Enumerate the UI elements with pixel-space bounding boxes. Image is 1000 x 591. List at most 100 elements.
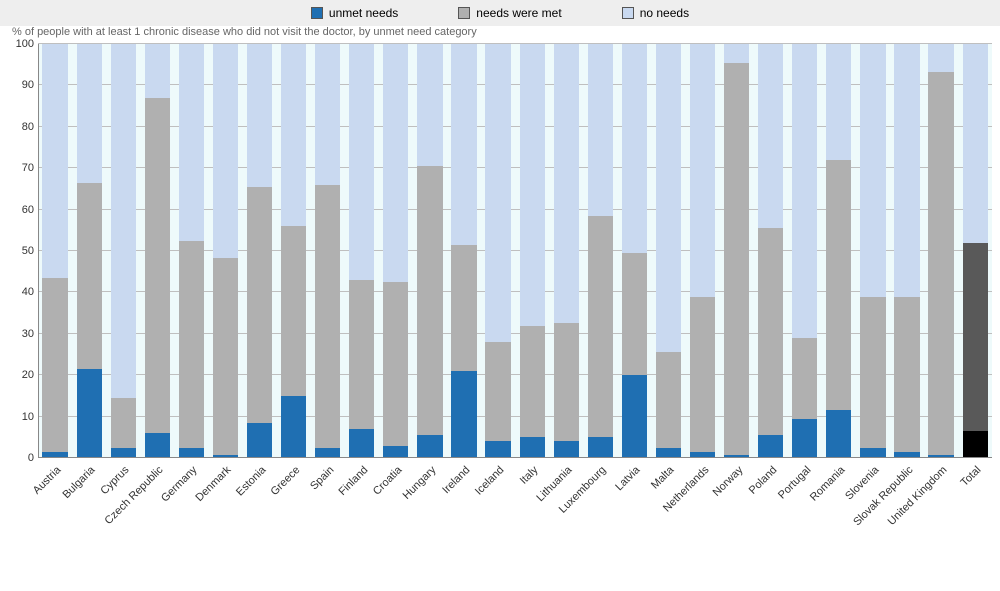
x-label: Malta <box>649 464 677 492</box>
x-label-slot: Malta <box>651 458 685 459</box>
y-tick: 40 <box>22 286 34 298</box>
bar-slot <box>106 44 140 458</box>
bar-segment-met <box>656 352 681 447</box>
bar-segment-noneeds <box>485 44 510 342</box>
bar <box>315 44 340 458</box>
x-label-slot: Latvia <box>617 458 651 459</box>
bar <box>213 44 238 458</box>
bar-segment-met <box>860 297 885 448</box>
bar-segment-unmet <box>963 431 988 458</box>
x-label-slot: Total <box>958 458 992 459</box>
x-label: Poland <box>746 464 779 497</box>
legend-item-unmet: unmet needs <box>311 6 398 20</box>
legend-item-met: needs were met <box>458 6 561 20</box>
bar <box>928 44 953 458</box>
bar-segment-met <box>383 282 408 446</box>
bar-slot <box>958 44 992 458</box>
bar <box>383 44 408 458</box>
bar-slot <box>311 44 345 458</box>
x-label: Germany <box>159 464 199 504</box>
bar <box>690 44 715 458</box>
bar-segment-noneeds <box>520 44 545 326</box>
x-label: Estonia <box>234 464 268 498</box>
bar-slot <box>890 44 924 458</box>
bar-slot <box>515 44 549 458</box>
bar-segment-noneeds <box>963 44 988 243</box>
x-label-slot: Greece <box>277 458 311 459</box>
bar-slot <box>481 44 515 458</box>
bar-slot <box>720 44 754 458</box>
bar-segment-noneeds <box>77 44 102 183</box>
bar-slot <box>38 44 72 458</box>
bar-segment-unmet <box>451 371 476 458</box>
bar-segment-noneeds <box>622 44 647 253</box>
legend: unmet needsneeds were metno needs <box>0 0 1000 26</box>
bar-segment-noneeds <box>145 44 170 98</box>
bar-slot <box>822 44 856 458</box>
x-label: Bulgaria <box>61 464 98 501</box>
bar-segment-noneeds <box>383 44 408 282</box>
bar-segment-noneeds <box>417 44 442 166</box>
bar-slot <box>856 44 890 458</box>
bar-segment-met <box>928 72 953 455</box>
x-label: United Kingdom <box>886 464 950 528</box>
x-axis-labels: AustriaBulgariaCyprusCzech RepublicGerma… <box>38 458 992 583</box>
bar-segment-noneeds <box>656 44 681 352</box>
bar <box>622 44 647 458</box>
x-label-slot: Austria <box>38 458 72 459</box>
bars <box>38 44 992 458</box>
bar-segment-noneeds <box>860 44 885 297</box>
bar-segment-met <box>281 226 306 396</box>
legend-swatch-noneeds <box>622 7 634 19</box>
x-label-slot: Romania <box>822 458 856 459</box>
x-label: Greece <box>268 464 302 498</box>
bar <box>485 44 510 458</box>
bar <box>520 44 545 458</box>
x-label-slot: Poland <box>754 458 788 459</box>
legend-label-met: needs were met <box>476 6 561 20</box>
x-label: Hungary <box>400 464 438 502</box>
x-label-slot: Norway <box>720 458 754 459</box>
bar-segment-noneeds <box>213 44 238 258</box>
bar-segment-noneeds <box>281 44 306 226</box>
bar <box>826 44 851 458</box>
bar-slot <box>379 44 413 458</box>
bar-segment-unmet <box>485 441 510 458</box>
x-label-slot: Bulgaria <box>72 458 106 459</box>
bar-segment-met <box>724 63 749 454</box>
x-label-slot: Italy <box>515 458 549 459</box>
x-label: Iceland <box>473 464 507 498</box>
y-tick: 30 <box>22 328 34 340</box>
bar <box>247 44 272 458</box>
x-label: Slovak Republic <box>851 464 915 528</box>
bar-segment-unmet <box>588 437 613 458</box>
y-tick: 20 <box>22 369 34 381</box>
bar-segment-met <box>349 280 374 429</box>
x-label-slot: Iceland <box>481 458 515 459</box>
bar-segment-unmet <box>554 441 579 458</box>
x-label: Croatia <box>371 464 405 498</box>
x-label: Spain <box>308 464 336 492</box>
bar-segment-noneeds <box>690 44 715 297</box>
bar-slot <box>685 44 719 458</box>
y-tick: 10 <box>22 411 34 423</box>
bar-slot <box>617 44 651 458</box>
bar-segment-unmet <box>520 437 545 458</box>
bar-slot <box>651 44 685 458</box>
bar-segment-met <box>758 228 783 435</box>
y-tick: 70 <box>22 162 34 174</box>
y-tick: 0 <box>28 452 34 464</box>
x-label: Ireland <box>440 464 472 496</box>
bar <box>349 44 374 458</box>
x-label: Latvia <box>614 464 643 493</box>
bar-segment-met <box>792 338 817 419</box>
bar-segment-met <box>520 326 545 438</box>
bar-segment-noneeds <box>349 44 374 280</box>
bar-segment-noneeds <box>451 44 476 245</box>
bar-slot <box>242 44 276 458</box>
y-tick: 100 <box>16 38 34 50</box>
x-label: Total <box>959 464 984 489</box>
bar-segment-noneeds <box>179 44 204 241</box>
bar-slot <box>72 44 106 458</box>
x-label-slot: Hungary <box>413 458 447 459</box>
